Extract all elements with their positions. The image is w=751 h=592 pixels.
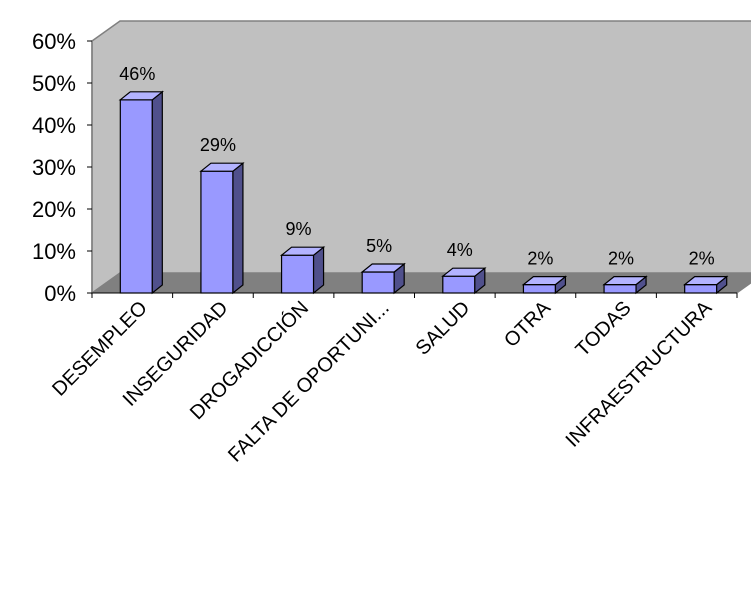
data-labels: 46% 29% 9% 5% 4% 2% 2% 2% bbox=[119, 64, 714, 269]
data-label: 5% bbox=[366, 236, 392, 256]
bar-front bbox=[200, 170, 234, 294]
floor bbox=[90, 272, 751, 294]
bar-top bbox=[118, 91, 165, 101]
y-tick-label: 50% bbox=[32, 71, 76, 96]
bar-top bbox=[199, 162, 245, 172]
bar-front bbox=[522, 284, 557, 294]
bar-top bbox=[441, 267, 487, 277]
bar-side bbox=[151, 90, 163, 295]
data-label: 2% bbox=[527, 249, 553, 269]
bar bbox=[360, 262, 406, 295]
bars bbox=[118, 90, 729, 295]
x-category-label: FALTA DE OPORTUNI... bbox=[224, 297, 394, 467]
data-label: 46% bbox=[119, 64, 155, 84]
y-tick-label: 20% bbox=[32, 197, 76, 222]
y-tick-label: 30% bbox=[32, 155, 76, 180]
y-axis: 0% 10% 20% 30% 40% 50% 60% bbox=[32, 29, 738, 306]
bar-front bbox=[119, 99, 153, 294]
y-tick-label: 60% bbox=[32, 29, 76, 54]
bar-front bbox=[280, 254, 315, 294]
data-label: 29% bbox=[200, 135, 236, 155]
data-label: 9% bbox=[286, 219, 312, 239]
x-category-label: TODAS bbox=[572, 297, 636, 361]
x-category-label: SALUD bbox=[412, 297, 475, 360]
bar-front bbox=[603, 284, 637, 294]
bar bbox=[602, 275, 648, 295]
bar bbox=[199, 161, 245, 295]
bar-side bbox=[232, 161, 244, 295]
y-tick-label: 40% bbox=[32, 113, 76, 138]
bar bbox=[521, 275, 568, 295]
bar bbox=[118, 90, 165, 295]
bar-top bbox=[279, 246, 326, 256]
back-wall bbox=[91, 20, 751, 295]
bar bbox=[279, 245, 326, 295]
bar-top bbox=[602, 276, 648, 286]
x-category-label: OTRA bbox=[500, 297, 555, 352]
x-category-label: INFRAESTRUCTURA bbox=[562, 297, 717, 452]
y-tick-label: 0% bbox=[44, 281, 76, 306]
data-label: 2% bbox=[608, 249, 634, 269]
bar-front bbox=[442, 275, 476, 294]
bar-top bbox=[360, 263, 406, 273]
bar-front bbox=[684, 284, 718, 294]
data-label: 2% bbox=[689, 249, 715, 269]
bar-top bbox=[682, 276, 729, 286]
bar bbox=[441, 266, 487, 295]
chart-walls bbox=[90, 20, 751, 295]
bar-top bbox=[521, 276, 568, 286]
bar bbox=[682, 275, 729, 295]
bar-front bbox=[361, 271, 395, 294]
y-tick-label: 10% bbox=[32, 239, 76, 264]
data-label: 4% bbox=[447, 240, 473, 260]
